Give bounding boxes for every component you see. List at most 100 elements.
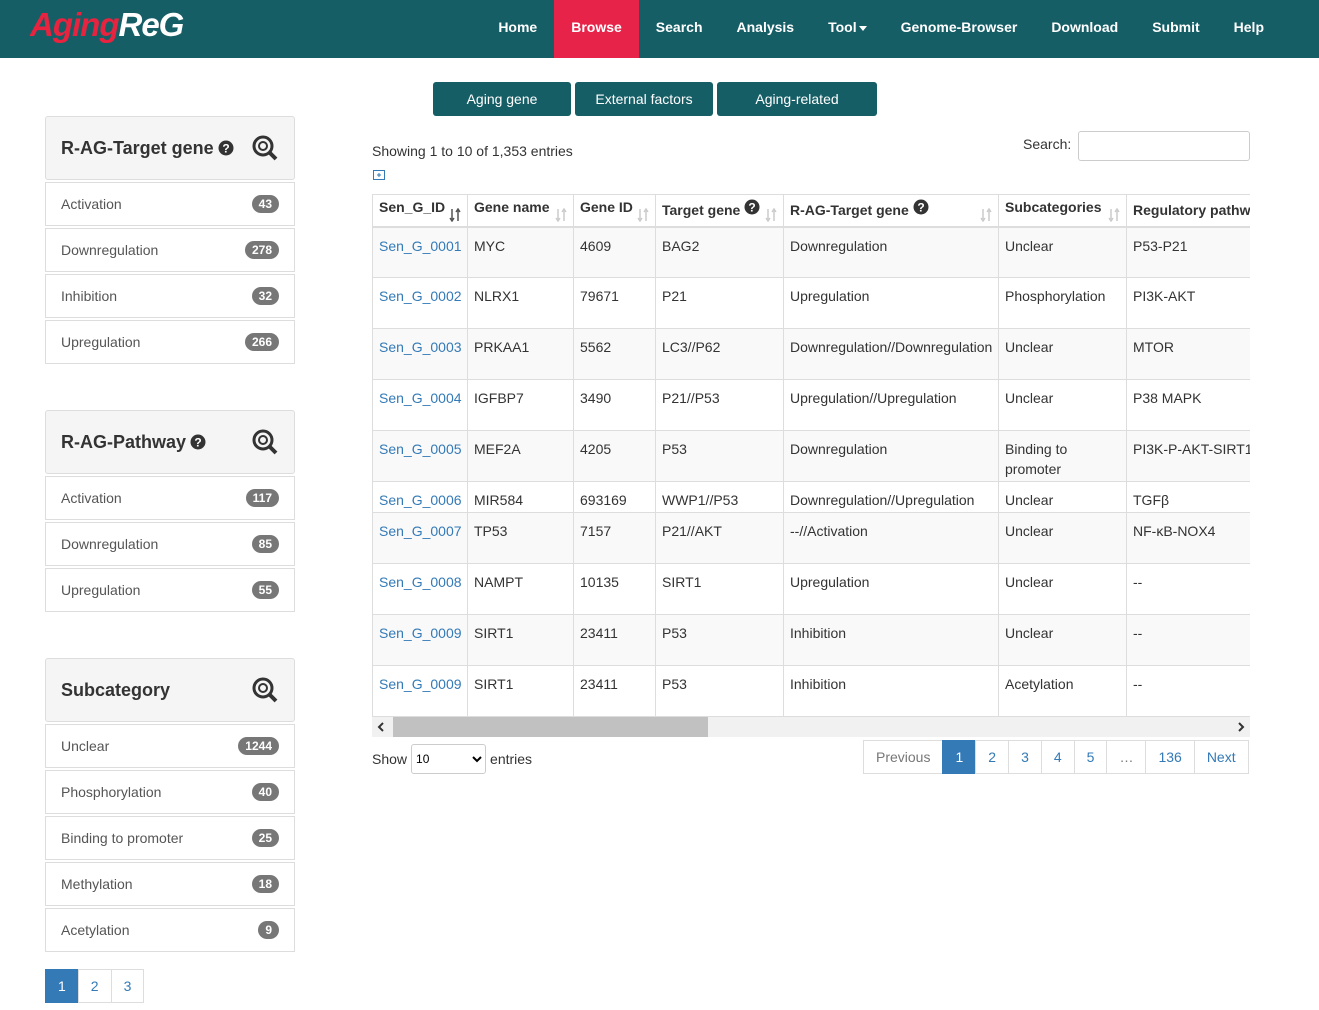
id-link[interactable]: Sen_G_0003 [379,339,462,355]
filter-item[interactable]: Unclear 1244 [45,724,295,768]
search-icon[interactable] [251,676,279,704]
filter-item[interactable]: Downregulation 278 [45,228,295,272]
search-icon[interactable] [251,134,279,162]
svg-text:?: ? [222,142,229,156]
table-row: Sen_G_0006 MIR584 693169 WWP1//P53 Downregul… [372,481,1250,513]
filter-item[interactable]: Upregulation 55 [45,568,295,612]
filter-label: Inhibition [61,288,118,304]
scroll-thumb[interactable] [393,717,708,737]
filter-count: 40 [251,783,279,801]
nav-link[interactable]: Genome-Browser [900,19,1018,35]
table-cell: NAMPT [467,563,574,615]
column-header[interactable]: Gene ID [573,194,656,228]
tab-button[interactable]: Aging-related pathway [717,82,877,141]
page-link[interactable]: 136 [1145,740,1195,774]
id-link[interactable]: Sen_G_0005 [379,441,462,457]
table-cell: IGFBP7 [467,379,574,431]
page-link[interactable]: 2 [975,740,1010,774]
svg-text:?: ? [194,436,201,450]
sort-icon[interactable] [1108,207,1120,222]
table-cell: Acetylation [998,665,1127,717]
filter-label: Phosphorylation [61,784,162,800]
filter-item[interactable]: Upregulation 266 [45,320,295,364]
scrollbar[interactable] [372,717,1250,737]
nav-link[interactable]: Analysis [736,19,795,35]
table-body: Sen_G_0001 MYC 4609 BAG2 Downregulation Uncle… [372,226,1250,717]
filter-item[interactable]: Binding to promoter 25 [45,816,295,860]
id-link[interactable]: Sen_G_0004 [379,390,462,406]
filter-item[interactable]: Downregulation 85 [45,522,295,566]
tab-button[interactable]: External factors [575,82,713,116]
table-cell: Sen_G_0008 [372,563,468,615]
page-link[interactable]: 3 [1008,740,1042,774]
sort-icon[interactable] [637,207,649,222]
page-link[interactable]: 3 [110,969,145,1003]
nav-link[interactable]: Help [1233,19,1264,35]
filter-label: Methylation [61,876,133,892]
nav-link[interactable]: Download [1051,19,1119,35]
page-link[interactable]: … [1106,740,1147,774]
sort-icon[interactable] [555,207,567,222]
filter-item[interactable]: Methylation 18 [45,862,295,906]
help-icon[interactable]: ? [218,140,234,156]
id-link[interactable]: Sen_G_0006 [379,492,462,508]
column-header[interactable]: Sen_G_ID [372,194,468,228]
column-header[interactable]: Target gene? [655,194,784,228]
table-cell: Unclear [998,512,1127,564]
help-icon[interactable]: ? [913,199,929,215]
column-header[interactable]: Gene name [467,194,574,228]
scroll-left[interactable] [376,722,386,732]
table-cell: WWP1//P53 [655,481,784,513]
length-select[interactable]: 10 [411,744,487,774]
help-icon[interactable]: ? [744,199,760,215]
table-cell: P21//P53 [655,379,784,431]
logo[interactable]: AgingReG [30,6,184,44]
tabs: Aging gene External factors Aging-related … [433,82,877,141]
filter-item[interactable]: Activation 43 [45,182,295,226]
table-cell: SIRT1 [467,665,574,717]
help-icon[interactable]: ? [190,434,206,450]
sort-icon[interactable] [449,207,461,222]
filter-item[interactable]: Activation 117 [45,476,295,520]
id-link[interactable]: Sen_G_0001 [379,237,462,254]
nav-link[interactable]: Home [498,19,538,35]
page-link[interactable]: Previous [863,740,944,774]
page-link[interactable]: 1 [45,969,79,1003]
filter-item[interactable]: Acetylation 9 [45,908,295,952]
id-link[interactable]: Sen_G_0009 [379,625,462,641]
nav-link[interactable]: Submit [1152,19,1200,35]
page-link[interactable]: 4 [1040,740,1075,774]
column-header[interactable]: Regulatory pathw [1126,194,1250,228]
page-link[interactable]: 5 [1073,740,1108,774]
filter-item[interactable]: Inhibition 32 [45,274,295,318]
page-link[interactable]: 1 [942,740,977,774]
column-header[interactable]: Subcategories [998,194,1127,228]
search-icon[interactable] [251,428,279,456]
table-cell: 10135 [573,563,656,615]
table-wrap: Sen_G_ID Gene name Gene ID Target gene? R-AG… [372,194,1250,717]
column-title: Gene name [474,198,550,215]
nav-link[interactable]: Search [655,19,703,35]
table-cell: --//Activation [783,512,999,564]
id-link[interactable]: Sen_G_0002 [379,288,462,304]
search-input[interactable] [1078,131,1250,161]
sort-icon[interactable] [980,207,992,222]
filter-label: Acetylation [61,922,130,938]
export-icon[interactable] [373,169,385,180]
tab-button[interactable]: Aging gene [433,82,571,116]
nav-link[interactable]: Browse [554,0,639,58]
page-link[interactable]: Next [1193,740,1249,774]
scroll-right[interactable] [1236,722,1246,732]
table-cell: NLRX1 [467,277,574,329]
sort-icon[interactable] [765,207,777,222]
id-link[interactable]: Sen_G_0008 [379,574,462,590]
filter-count: 278 [244,241,279,259]
column-header[interactable]: R-AG-Target gene? [783,194,999,228]
table-cell: 693169 [573,481,656,513]
filter-item[interactable]: Phosphorylation 40 [45,770,295,814]
header-row: Sen_G_ID Gene name Gene ID Target gene? R-AG… [372,194,1250,228]
nav-link[interactable]: Tool [811,0,884,58]
id-link[interactable]: Sen_G_0009 [379,676,462,692]
id-link[interactable]: Sen_G_0007 [379,523,462,539]
page-link[interactable]: 2 [77,969,112,1003]
